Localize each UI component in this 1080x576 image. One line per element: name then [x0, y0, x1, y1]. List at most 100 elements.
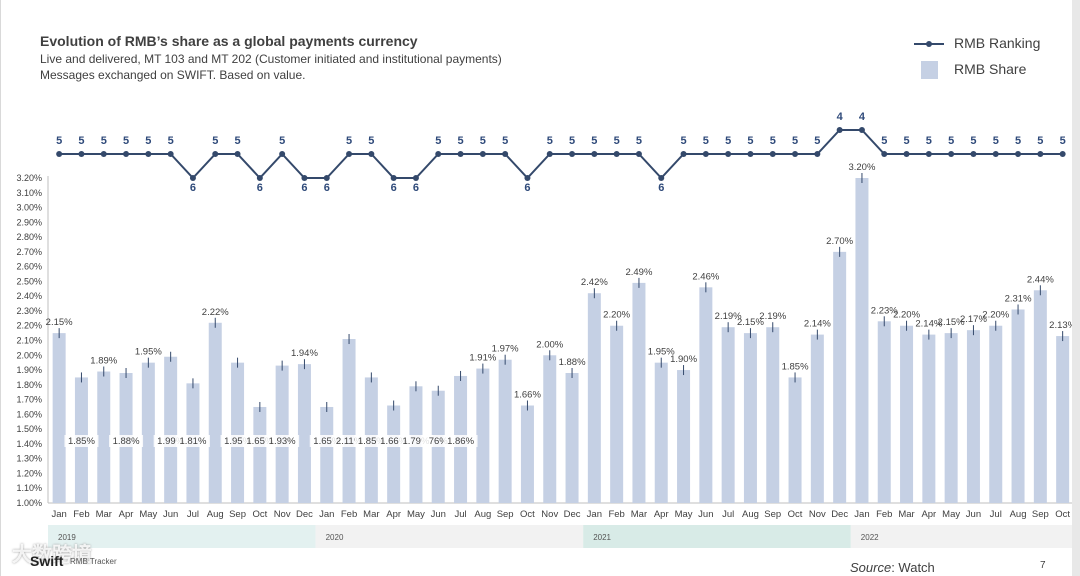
- share-data-label: 2.23%: [871, 305, 898, 316]
- share-data-label: 2.70%: [826, 236, 853, 247]
- ranking-point: [56, 151, 63, 157]
- share-bar: [208, 322, 222, 503]
- y-tick-label: 2.60%: [16, 262, 42, 272]
- source-label: Source: [850, 560, 892, 575]
- share-data-label: 2.49%: [625, 267, 652, 278]
- ranking-label: 4: [859, 111, 866, 123]
- y-tick-label: 3.00%: [16, 203, 42, 213]
- share-bar: [721, 327, 735, 503]
- legend-ranking-icon: [914, 41, 944, 47]
- x-tick-label: Feb: [876, 509, 892, 520]
- chart-title: Evolution of RMB’s share as a global pay…: [40, 33, 418, 49]
- share-data-label: 2.20%: [893, 310, 920, 321]
- share-bar: [610, 325, 624, 503]
- ranking-point: [792, 151, 799, 157]
- ranking-label: 5: [1060, 135, 1066, 147]
- y-tick-label: 1.50%: [16, 424, 42, 434]
- year-band: [315, 525, 584, 548]
- x-tick-label: Nov: [541, 509, 558, 520]
- share-data-label: 1.88%: [113, 436, 140, 447]
- share-data-label: 3.20%: [848, 162, 875, 173]
- ranking-point: [435, 151, 442, 157]
- ranking-point: [725, 151, 732, 157]
- share-data-label: 1.86%: [447, 436, 474, 447]
- ranking-point: [167, 151, 174, 157]
- ranking-point: [613, 151, 620, 157]
- x-tick-label: Oct: [1055, 509, 1070, 520]
- x-tick-label: Oct: [788, 509, 803, 520]
- share-data-label: 2.14%: [804, 319, 831, 330]
- share-bar: [810, 334, 824, 503]
- ranking-label: 5: [457, 135, 463, 147]
- ranking-label: 6: [658, 182, 664, 194]
- share-data-label: 2.00%: [536, 339, 563, 350]
- y-tick-label: 1.20%: [16, 468, 42, 478]
- ranking-label: 5: [814, 135, 820, 147]
- share-bar: [520, 405, 534, 503]
- x-tick-label: Oct: [252, 509, 267, 520]
- share-data-label: 1.66%: [514, 390, 541, 401]
- year-label: 2022: [861, 533, 879, 542]
- share-data-label: 1.85%: [782, 361, 809, 372]
- share-data-label: 1.81%: [179, 436, 206, 447]
- year-label: 2019: [58, 533, 76, 542]
- y-tick-label: 1.90%: [16, 365, 42, 375]
- share-data-label: 2.15%: [46, 317, 73, 328]
- x-tick-label: Jun: [431, 509, 446, 520]
- ranking-label: 5: [614, 135, 620, 147]
- ranking-point: [769, 151, 776, 157]
- share-data-label: 1.95%: [135, 347, 162, 358]
- share-data-label: 2.19%: [759, 311, 786, 322]
- ranking-point: [234, 151, 241, 157]
- share-bar: [632, 282, 646, 503]
- x-tick-label: Apr: [921, 509, 936, 520]
- ranking-label: 6: [524, 182, 530, 194]
- legend-ranking: RMB Ranking: [912, 35, 1040, 56]
- share-bar: [699, 287, 713, 503]
- year-label: 2020: [326, 533, 344, 542]
- share-label-bg: [265, 435, 300, 447]
- share-data-label: 1.95%: [224, 436, 251, 447]
- x-tick-label: Aug: [1010, 509, 1027, 520]
- ranking-point: [457, 151, 464, 157]
- share-data-label: 1.90%: [670, 354, 697, 365]
- y-tick-label: 3.20%: [16, 173, 42, 183]
- ranking-label: 5: [78, 135, 84, 147]
- y-tick-label: 1.60%: [16, 409, 42, 419]
- share-bar: [498, 359, 512, 503]
- x-tick-label: Sep: [1032, 509, 1049, 520]
- ranking-point: [412, 175, 419, 181]
- x-tick-label: Nov: [809, 509, 826, 520]
- share-bar: [275, 365, 289, 503]
- share-data-label: 1.95%: [648, 347, 675, 358]
- legend-share: RMB Share: [912, 61, 1026, 82]
- x-tick-label: Jul: [990, 509, 1002, 520]
- share-bar: [833, 251, 847, 503]
- year-band: [583, 525, 851, 548]
- x-tick-label: Jun: [966, 509, 981, 520]
- x-tick-label: Jul: [187, 509, 199, 520]
- ranking-label: 6: [190, 182, 196, 194]
- share-bar: [543, 355, 557, 503]
- x-tick-label: Jun: [698, 509, 713, 520]
- year-band: [850, 525, 1072, 548]
- share-data-label: 1.94%: [291, 348, 318, 359]
- share-bar: [253, 406, 267, 503]
- source-value: : Watch: [891, 560, 935, 575]
- x-tick-label: May: [407, 509, 425, 520]
- share-bar: [565, 373, 579, 503]
- share-bar: [297, 364, 311, 503]
- x-tick-label: Jan: [854, 509, 869, 520]
- y-tick-label: 2.50%: [16, 276, 42, 286]
- share-data-label: 2.13%: [1049, 320, 1072, 331]
- x-tick-label: Feb: [341, 509, 357, 520]
- ranking-label: 5: [970, 135, 976, 147]
- share-bar: [231, 362, 245, 503]
- share-bar: [164, 356, 178, 503]
- x-tick-label: Mar: [363, 509, 379, 520]
- source-note: Source: Watch: [850, 560, 935, 575]
- share-bar: [587, 293, 601, 503]
- ranking-point: [569, 151, 576, 157]
- ranking-label: 5: [903, 135, 909, 147]
- ranking-point: [346, 151, 353, 157]
